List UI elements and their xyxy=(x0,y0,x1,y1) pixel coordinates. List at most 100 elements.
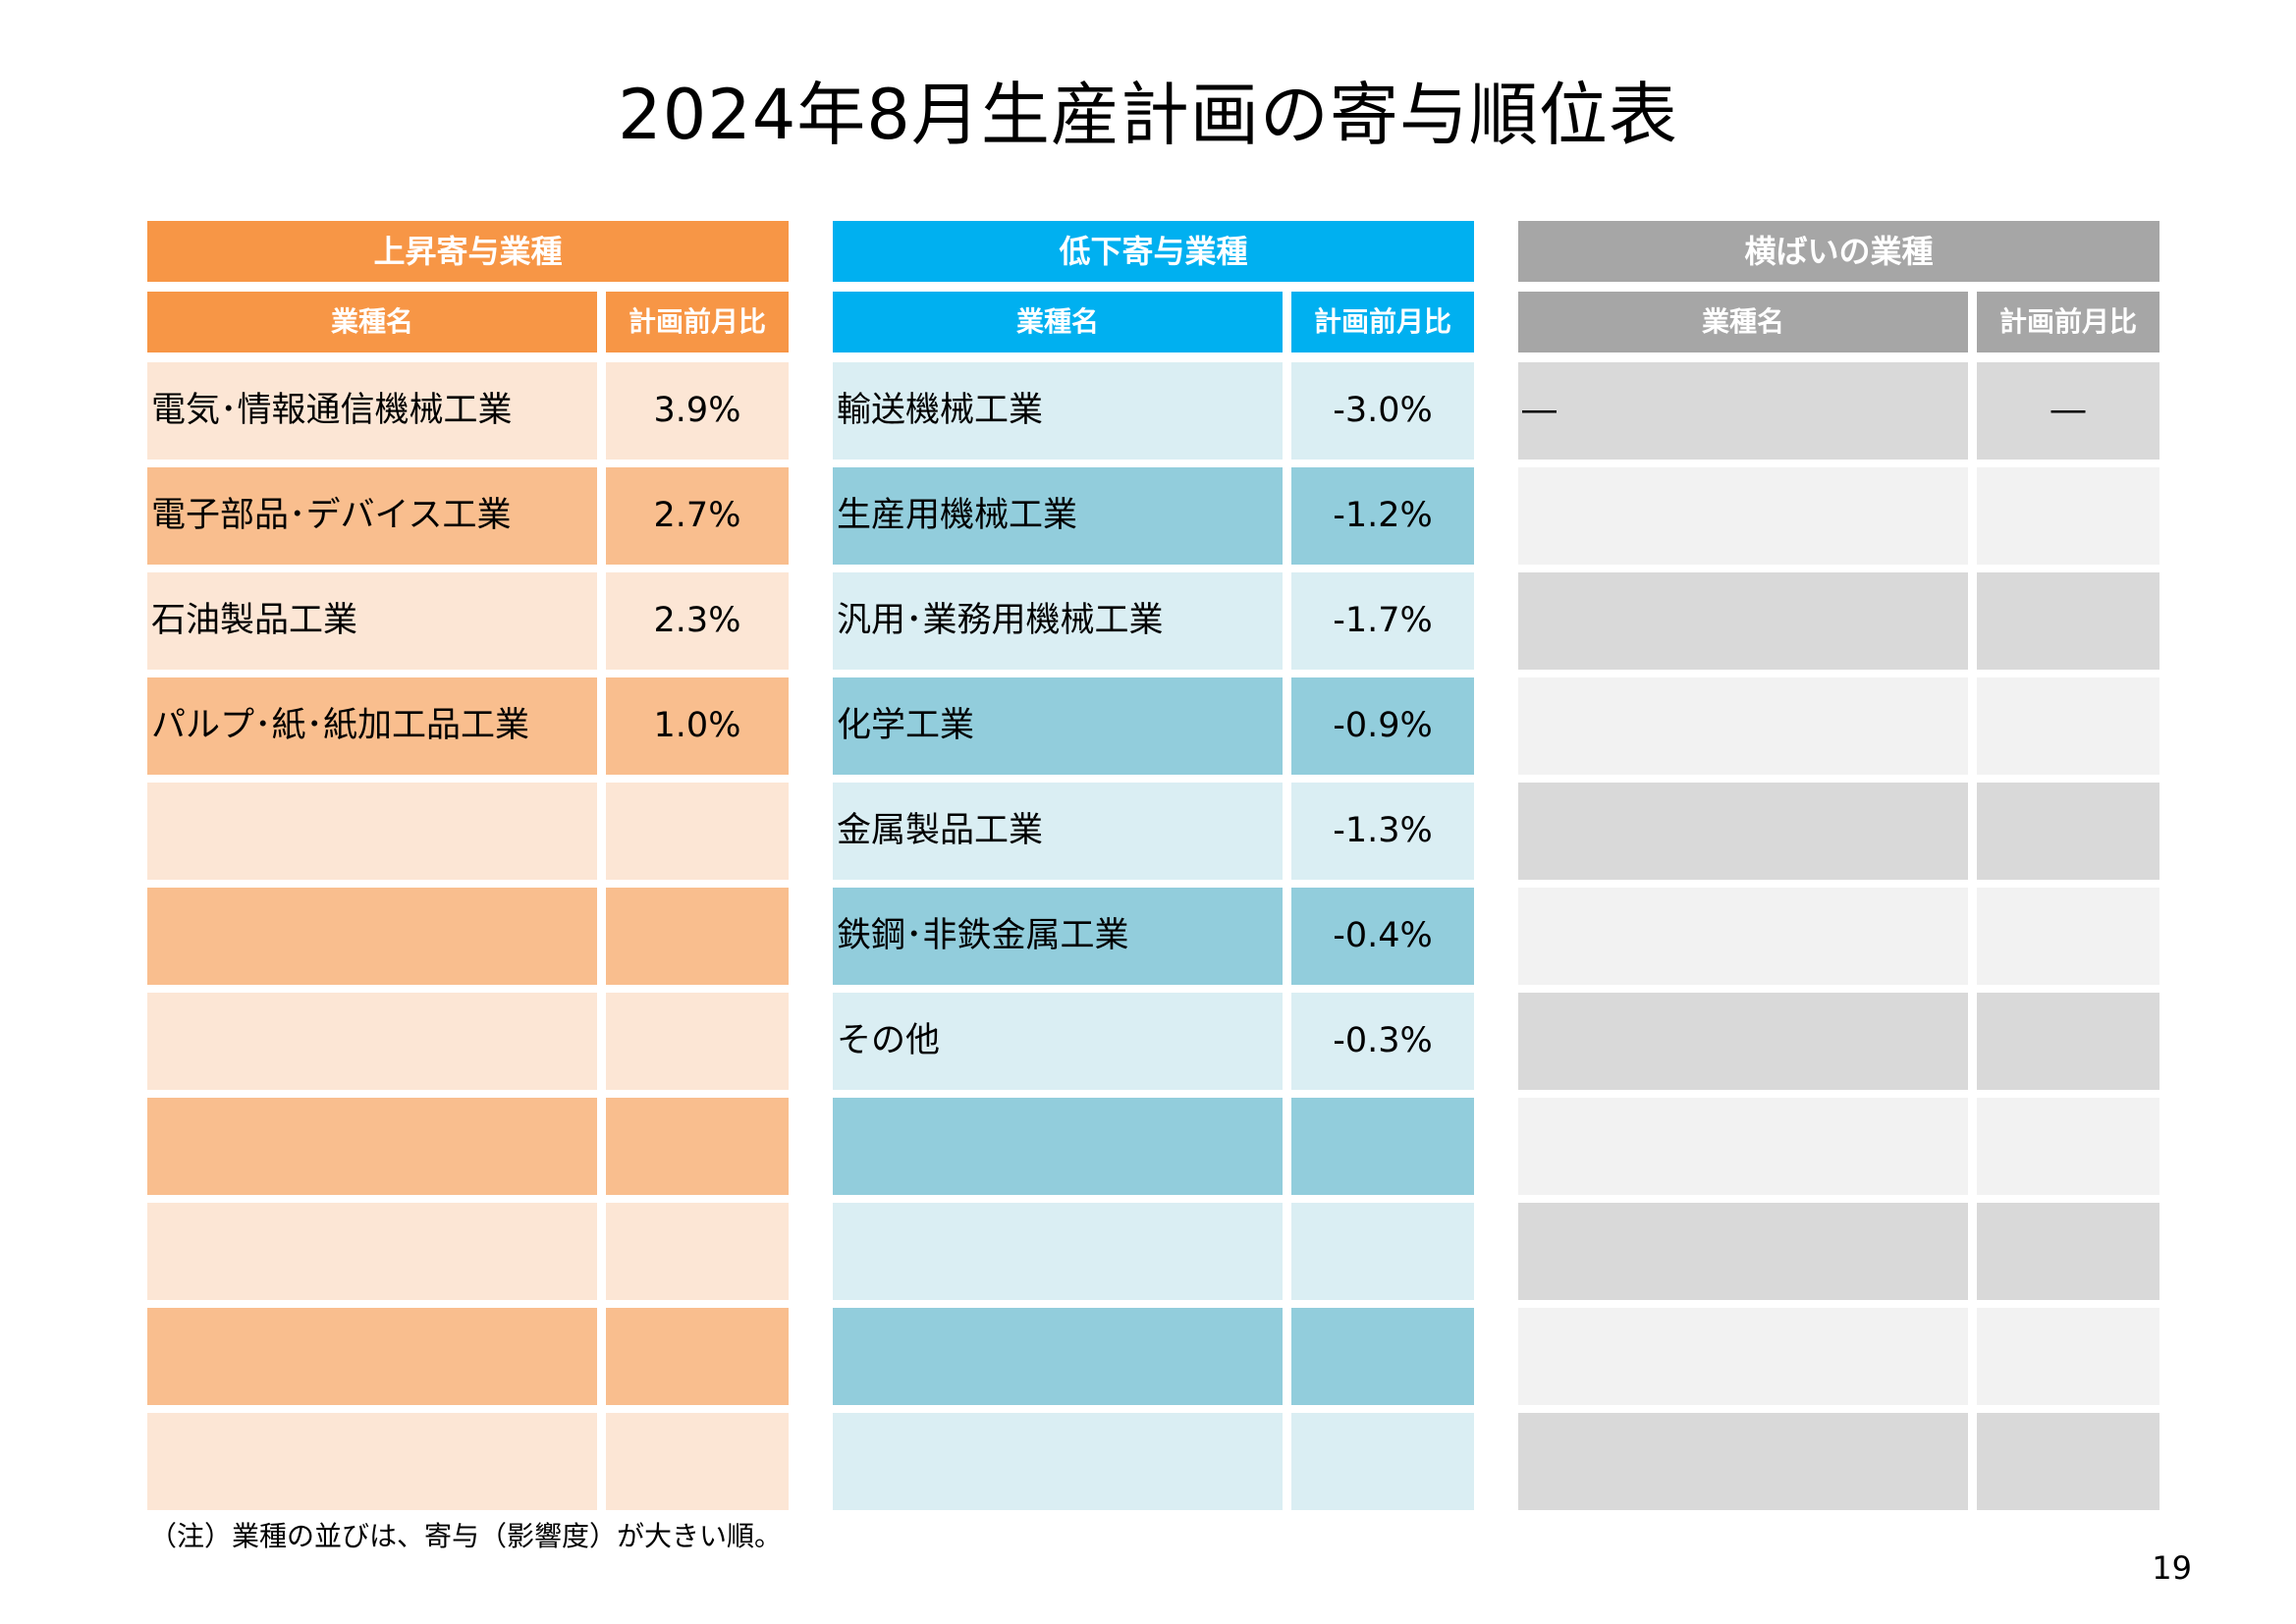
panel-header: 横ばいの業種 xyxy=(1518,221,2159,282)
industry-name-cell xyxy=(1518,783,1968,880)
month-over-month-cell xyxy=(1977,677,2159,775)
table-row xyxy=(147,1413,789,1510)
footnote: （注）業種の並びは、寄与（影響度）が大きい順。 xyxy=(149,1520,783,1552)
industry-name-cell: 化学工業 xyxy=(833,677,1283,775)
column-header-month-over-month: 計画前月比 xyxy=(1291,292,1474,352)
month-over-month-cell: -0.4% xyxy=(1291,888,1474,985)
panel-header: 上昇寄与業種 xyxy=(147,221,789,282)
month-over-month-cell: 2.7% xyxy=(606,467,789,565)
table-row xyxy=(1518,467,2159,565)
table-row: 化学工業 -0.9% xyxy=(833,677,1474,775)
month-over-month-cell xyxy=(1977,1098,2159,1195)
table-row xyxy=(1518,1308,2159,1405)
month-over-month-cell xyxy=(1977,888,2159,985)
panel-header: 低下寄与業種 xyxy=(833,221,1474,282)
table-row: 金属製品工業 -1.3% xyxy=(833,783,1474,880)
column-header-industry-name: 業種名 xyxy=(147,292,597,352)
table-row: 輸送機械工業 -3.0% xyxy=(833,362,1474,460)
industry-name-cell xyxy=(1518,1413,1968,1510)
industry-name-cell xyxy=(1518,888,1968,985)
month-over-month-cell: -1.3% xyxy=(1291,783,1474,880)
industry-name-cell xyxy=(147,888,597,985)
industry-name-cell xyxy=(1518,1308,1968,1405)
month-over-month-cell xyxy=(1977,1308,2159,1405)
month-over-month-cell xyxy=(1977,993,2159,1090)
table-row: 生産用機械工業 -1.2% xyxy=(833,467,1474,565)
column-header-month-over-month: 計画前月比 xyxy=(1977,292,2159,352)
industry-name-cell xyxy=(1518,572,1968,670)
page-number: 19 xyxy=(2152,1549,2192,1587)
month-over-month-cell: 3.9% xyxy=(606,362,789,460)
industry-name-cell xyxy=(1518,677,1968,775)
table-row xyxy=(1518,1413,2159,1510)
industry-name-cell xyxy=(147,1413,597,1510)
industry-name-cell: 金属製品工業 xyxy=(833,783,1283,880)
table-row: 電子部品･デバイス工業 2.7% xyxy=(147,467,789,565)
month-over-month-cell: -1.2% xyxy=(1291,467,1474,565)
month-over-month-cell xyxy=(1977,1203,2159,1300)
industry-name-cell xyxy=(147,783,597,880)
month-over-month-cell xyxy=(606,1308,789,1405)
industry-name-cell: 電気･情報通信機械工業 xyxy=(147,362,597,460)
table-row xyxy=(147,888,789,985)
table-row xyxy=(1518,1203,2159,1300)
column-header-industry-name: 業種名 xyxy=(1518,292,1968,352)
table-row xyxy=(147,1098,789,1195)
month-over-month-cell: -1.7% xyxy=(1291,572,1474,670)
industry-name-cell xyxy=(147,1203,597,1300)
industry-name-cell: その他 xyxy=(833,993,1283,1090)
industry-name-cell xyxy=(1518,1203,1968,1300)
industry-name-cell: 石油製品工業 xyxy=(147,572,597,670)
table-row: 石油製品工業 2.3% xyxy=(147,572,789,670)
month-over-month-cell: -3.0% xyxy=(1291,362,1474,460)
month-over-month-cell xyxy=(1291,1203,1474,1300)
month-over-month-cell xyxy=(606,1098,789,1195)
month-over-month-cell xyxy=(606,1413,789,1510)
table-row xyxy=(1518,993,2159,1090)
industry-name-cell xyxy=(1518,993,1968,1090)
month-over-month-cell: ― xyxy=(1977,362,2159,460)
month-over-month-cell: -0.3% xyxy=(1291,993,1474,1090)
industry-name-cell xyxy=(833,1203,1283,1300)
table-row xyxy=(1518,677,2159,775)
month-over-month-cell: -0.9% xyxy=(1291,677,1474,775)
column-header-industry-name: 業種名 xyxy=(833,292,1283,352)
month-over-month-cell xyxy=(1977,783,2159,880)
industry-name-cell xyxy=(833,1308,1283,1405)
table-row xyxy=(833,1098,1474,1195)
industry-name-cell: 鉄鋼･非鉄金属工業 xyxy=(833,888,1283,985)
table-row: 電気･情報通信機械工業 3.9% xyxy=(147,362,789,460)
month-over-month-cell xyxy=(606,993,789,1090)
table-row xyxy=(147,1308,789,1405)
industry-name-cell xyxy=(1518,1098,1968,1195)
month-over-month-cell xyxy=(1291,1308,1474,1405)
table-row xyxy=(833,1203,1474,1300)
month-over-month-cell xyxy=(1291,1413,1474,1510)
table-row xyxy=(1518,1098,2159,1195)
month-over-month-cell xyxy=(1977,572,2159,670)
industry-name-cell xyxy=(147,993,597,1090)
industry-name-cell: ― xyxy=(1518,362,1968,460)
table-row: パルプ･紙･紙加工品工業 1.0% xyxy=(147,677,789,775)
table-row xyxy=(147,1203,789,1300)
month-over-month-cell xyxy=(606,783,789,880)
industry-name-cell xyxy=(833,1098,1283,1195)
month-over-month-cell: 1.0% xyxy=(606,677,789,775)
industry-name-cell: パルプ･紙･紙加工品工業 xyxy=(147,677,597,775)
page-title: 2024年8月生産計画の寄与順位表 xyxy=(618,75,1678,155)
month-over-month-cell xyxy=(606,888,789,985)
table-row: 鉄鋼･非鉄金属工業 -0.4% xyxy=(833,888,1474,985)
industry-name-cell: 輸送機械工業 xyxy=(833,362,1283,460)
industry-name-cell: 生産用機械工業 xyxy=(833,467,1283,565)
industry-name-cell xyxy=(833,1413,1283,1510)
table-row xyxy=(833,1413,1474,1510)
column-header-month-over-month: 計画前月比 xyxy=(606,292,789,352)
industry-name-cell xyxy=(1518,467,1968,565)
month-over-month-cell xyxy=(1291,1098,1474,1195)
table-row xyxy=(833,1308,1474,1405)
industry-name-cell xyxy=(147,1308,597,1405)
table-row xyxy=(1518,888,2159,985)
table-row xyxy=(147,783,789,880)
month-over-month-cell xyxy=(1977,1413,2159,1510)
table-row xyxy=(1518,783,2159,880)
